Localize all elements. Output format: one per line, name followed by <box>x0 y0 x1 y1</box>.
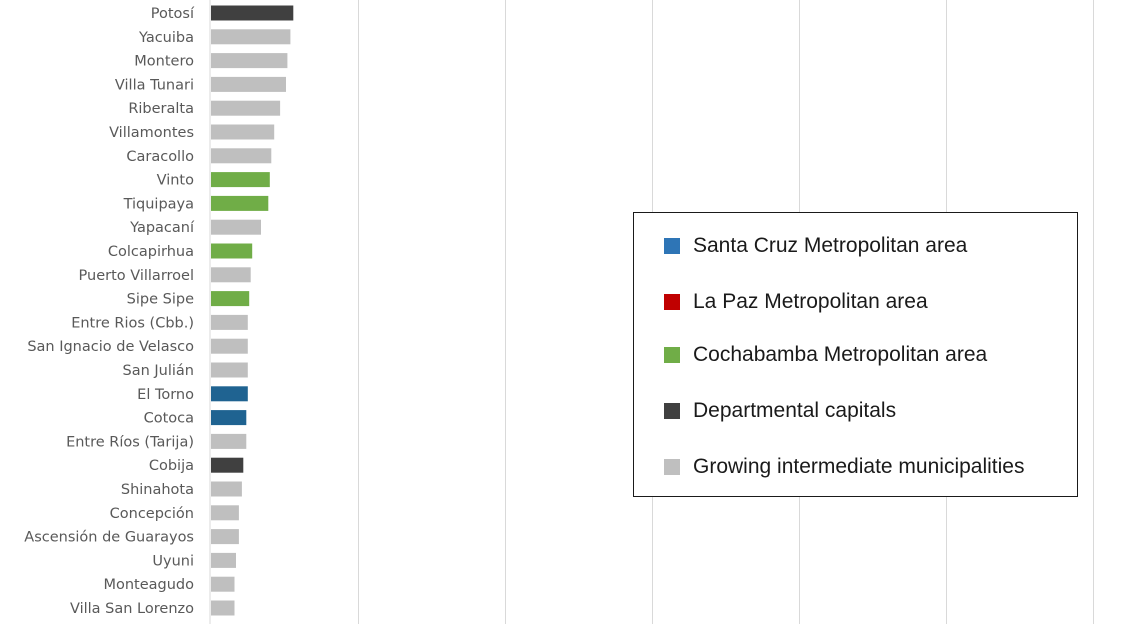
bar-entre-rios-cbb <box>211 314 248 330</box>
legend-swatch-la-paz <box>664 294 680 310</box>
bar-ascension-de-guarayos <box>211 529 239 545</box>
bar-riberalta <box>211 100 281 116</box>
category-label-entre-rios-tarija: Entre Ríos (Tarija) <box>66 434 194 450</box>
category-label-shinahota: Shinahota <box>121 482 194 498</box>
bar-villamontes <box>211 124 275 140</box>
category-label-entre-rios-cbb: Entre Rios (Cbb.) <box>71 315 194 331</box>
legend-swatch-intermediate <box>664 459 680 475</box>
legend-item-departmental-capitals: Departmental capitals <box>664 399 896 423</box>
category-label-villamontes: Villamontes <box>109 125 194 141</box>
category-label-uyuni: Uyuni <box>152 553 194 569</box>
bar-colcapirhua <box>211 243 253 259</box>
category-label-tiquipaya: Tiquipaya <box>123 196 194 212</box>
bars <box>211 5 294 616</box>
category-label-caracollo: Caracollo <box>126 149 194 165</box>
legend-swatch-cochabamba <box>664 347 680 363</box>
bar-puerto-villarroel <box>211 267 251 283</box>
bar-villa-tunari <box>211 76 286 92</box>
category-label-riberalta: Riberalta <box>128 101 194 117</box>
bar-tiquipaya <box>211 195 269 211</box>
bar-monteagudo <box>211 576 235 592</box>
category-label-villa-tunari: Villa Tunari <box>115 77 194 93</box>
chart-legend: Santa Cruz Metropolitan area La Paz Metr… <box>633 212 1078 497</box>
legend-label-departmental-capitals: Departmental capitals <box>693 399 897 422</box>
legend-item-santa-cruz: Santa Cruz Metropolitan area <box>664 234 967 258</box>
legend-item-intermediate: Growing intermediate municipalities <box>664 455 1024 479</box>
category-label-cobija: Cobija <box>149 458 194 474</box>
category-label-monteagudo: Monteagudo <box>103 577 194 593</box>
bar-cotoca <box>211 410 247 426</box>
bar-vinto <box>211 172 270 188</box>
legend-label-intermediate: Growing intermediate municipalities <box>693 455 1025 478</box>
category-label-ascension-de-guarayos: Ascensión de Guarayos <box>24 530 194 546</box>
category-label-villa-san-lorenzo: Villa San Lorenzo <box>70 601 194 617</box>
category-label-potosi: Potosí <box>151 6 195 22</box>
category-label-el-torno: El Torno <box>137 387 194 403</box>
bar-entre-rios-tarija <box>211 433 247 449</box>
category-label-puerto-villarroel: Puerto Villarroel <box>79 268 194 284</box>
category-label-vinto: Vinto <box>157 173 195 189</box>
bar-san-ignacio-de-velasco <box>211 338 248 354</box>
bar-potosi <box>211 5 294 21</box>
legend-swatch-departmental-capitals <box>664 403 680 419</box>
bar-concepcion <box>211 505 239 521</box>
category-label-yapacani: Yapacaní <box>129 220 195 236</box>
bar-shinahota <box>211 481 242 497</box>
bar-cobija <box>211 457 244 473</box>
category-label-colcapirhua: Colcapirhua <box>108 244 194 260</box>
legend-item-la-paz: La Paz Metropolitan area <box>664 290 928 314</box>
bar-uyuni <box>211 552 236 568</box>
legend-label-cochabamba: Cochabamba Metropolitan area <box>693 343 988 366</box>
bar-sipe-sipe <box>211 291 250 307</box>
legend-label-santa-cruz: Santa Cruz Metropolitan area <box>693 234 968 257</box>
category-label-cotoca: Cotoca <box>144 411 194 427</box>
category-label-sipe-sipe: Sipe Sipe <box>127 292 194 308</box>
category-label-concepcion: Concepción <box>110 506 194 522</box>
category-label-montero: Montero <box>134 54 194 70</box>
category-label-san-ignacio-de-velasco: San Ignacio de Velasco <box>27 339 194 355</box>
bar-caracollo <box>211 148 272 164</box>
legend-item-cochabamba: Cochabamba Metropolitan area <box>664 343 987 367</box>
category-label-san-julian: San Julián <box>123 363 195 379</box>
bar-yapacani <box>211 219 261 235</box>
category-label-yacuiba: Yacuiba <box>138 30 194 46</box>
category-labels: Potosí Yacuiba Montero Villa Tunari Riberalt… <box>24 6 195 617</box>
bar-el-torno <box>211 386 248 402</box>
bar-villa-san-lorenzo <box>211 600 235 616</box>
bar-montero <box>211 53 288 69</box>
legend-label-la-paz: La Paz Metropolitan area <box>693 290 928 313</box>
bar-san-julian <box>211 362 248 378</box>
legend-swatch-santa-cruz <box>664 238 680 254</box>
bar-yacuiba <box>211 29 291 45</box>
